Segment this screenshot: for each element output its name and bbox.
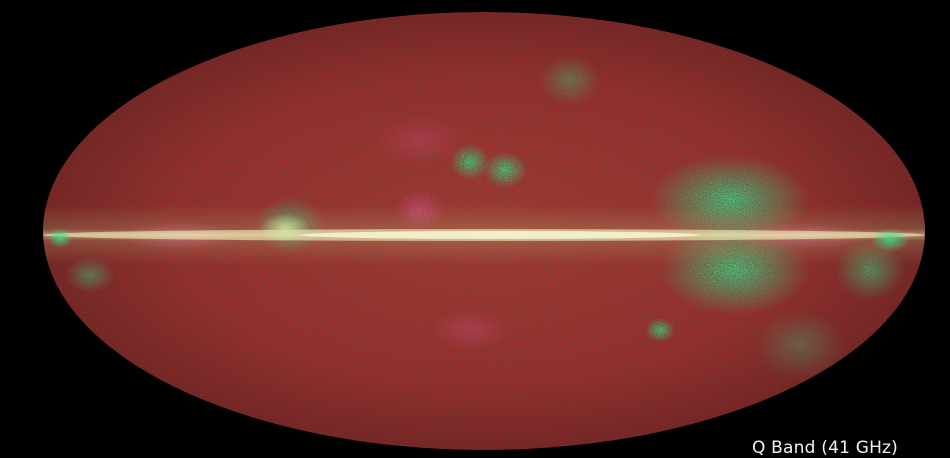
frequency-band-caption: Q Band (41 GHz) [752, 438, 899, 458]
galactic-plane [43, 205, 925, 265]
